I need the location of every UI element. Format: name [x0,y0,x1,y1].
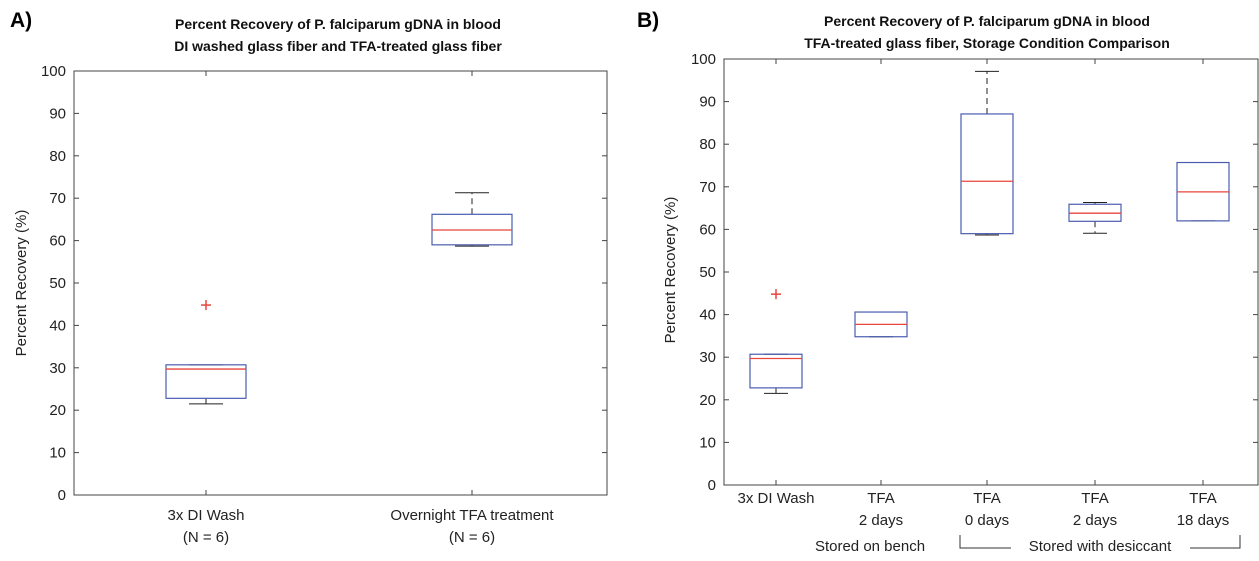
desiccant-bracket-left [959,535,1011,549]
box-plot-2 [854,311,908,338]
panel-a-letter: A) [10,9,32,32]
panel-b-y-ticks: 0 10 20 30 40 50 60 70 80 90 100 [691,51,1258,494]
y-tick-label: 40 [699,307,716,324]
iqr-box [960,113,1014,235]
box-plot-1 [165,300,247,405]
y-tick-label: 100 [691,51,716,68]
box-plot-1 [749,289,803,394]
panel-a-y-ticks: 0 10 20 30 40 50 60 70 80 90 100 [41,63,607,504]
y-tick-label: 10 [699,434,716,451]
iqr-box [749,353,803,389]
y-tick-label: 90 [49,105,66,122]
x-category-label: (N = 6) [449,529,495,546]
iqr-box [165,364,247,399]
y-tick-label: 40 [49,317,66,334]
y-tick-label: 50 [699,264,716,281]
x-category-label: TFA [973,490,1001,507]
desiccant-bracket-right [1190,535,1241,549]
x-category-label: 2 days [1073,512,1117,529]
x-category-label: 2 days [859,512,903,529]
box-plot-3 [960,70,1014,236]
y-tick-label: 60 [49,233,66,250]
panel-b-boxes [749,70,1230,394]
x-category-label: TFA [1081,490,1109,507]
y-tick-label: 10 [49,445,66,462]
panel-a-plot-frame [73,70,608,496]
x-category-label: 3x DI Wash [738,490,815,507]
y-tick-label: 60 [699,221,716,238]
box-plot-2 [431,192,513,247]
y-tick-label: 0 [708,477,716,494]
y-tick-label: 30 [49,360,66,377]
panel-a-boxes [165,192,513,405]
y-tick-label: 90 [699,94,716,111]
y-tick-label: 50 [49,275,66,292]
group-label-stored-with-desiccant: Stored with desiccant [1029,538,1172,555]
y-tick-label: 30 [699,349,716,366]
panel-b-letter: B) [637,9,659,32]
panel-b-y-axis-label: Percent Recovery (%) [662,197,679,344]
panel-b-plot-frame [723,58,1259,486]
x-category-label: (N = 6) [183,529,229,546]
panel-a: A) Percent Recovery of P. falciparum gDN… [10,9,608,546]
y-tick-label: 20 [49,402,66,419]
x-category-label: 18 days [1177,512,1230,529]
y-tick-label: 100 [41,63,66,80]
panel-a-y-axis-label: Percent Recovery (%) [13,210,30,357]
y-tick-label: 80 [49,148,66,165]
x-category-label: TFA [867,490,895,507]
x-category-label: 0 days [965,512,1009,529]
outlier-marker [201,300,211,311]
panel-a-title-line-1: Percent Recovery of P. falciparum gDNA i… [175,16,501,32]
x-category-label: 3x DI Wash [168,507,245,524]
y-tick-label: 70 [49,190,66,207]
box-plot-4 [1068,202,1122,234]
y-tick-label: 20 [699,392,716,409]
group-label-stored-on-bench: Stored on bench [815,538,925,555]
panel-b-title-line-2: TFA-treated glass fiber, Storage Conditi… [804,35,1170,51]
x-category-label: TFA [1189,490,1217,507]
y-tick-label: 0 [58,487,66,504]
y-tick-label: 70 [699,179,716,196]
panel-b-x-labels: 3x DI Wash TFA 2 days TFA 0 days TFA 2 days TFA… [738,490,1230,529]
panel-a-title-line-2: DI washed glass fiber and TFA-treated gl… [174,38,502,54]
panel-a-x-labels: 3x DI Wash (N = 6) Overnight TFA treatment… [168,507,555,546]
x-category-label: Overnight TFA treatment [390,507,554,524]
outlier-marker [771,289,781,300]
y-tick-label: 80 [699,136,716,153]
panel-b: B) Percent Recovery of P. falciparum gDN… [637,9,1259,555]
box-plot-5 [1176,161,1230,222]
panel-b-title-line-1: Percent Recovery of P. falciparum gDNA i… [824,13,1150,29]
